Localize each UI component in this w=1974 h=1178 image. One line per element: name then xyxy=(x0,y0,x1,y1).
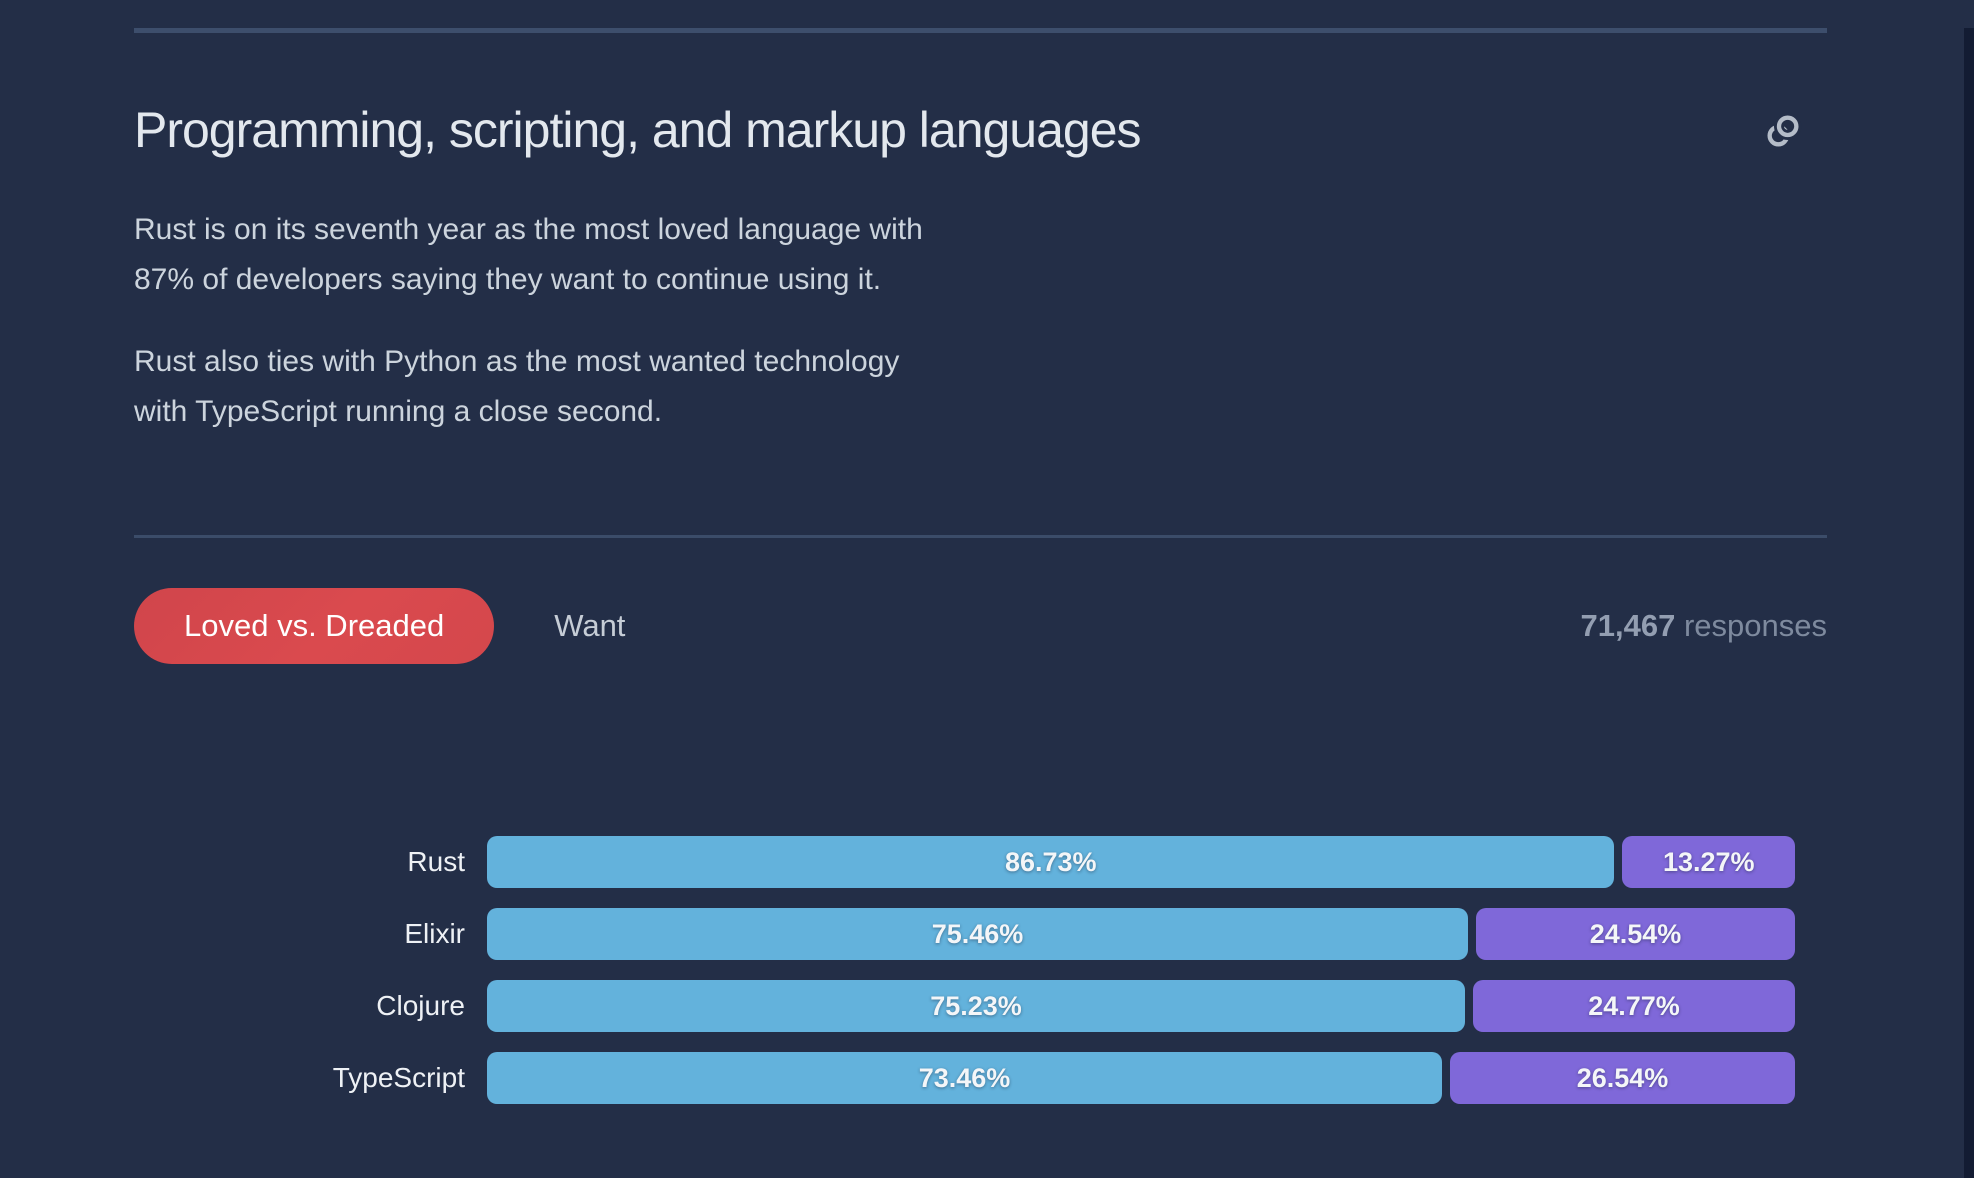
chart-track: 86.73% 13.27% xyxy=(487,836,1795,888)
tab-want[interactable]: Want xyxy=(554,608,626,643)
bar-loved: 73.46% xyxy=(487,1052,1442,1104)
link-icon-glyph xyxy=(1767,112,1802,147)
bar-dreaded: 13.27% xyxy=(1622,836,1795,888)
section-top-divider xyxy=(134,28,1827,33)
bar-value-label: 24.77% xyxy=(1588,990,1680,1021)
tabs-divider xyxy=(134,535,1827,538)
bar-dreaded: 24.54% xyxy=(1475,908,1795,960)
responses-label: responses xyxy=(1675,608,1827,643)
page-edge xyxy=(1964,28,1974,1178)
link-icon[interactable] xyxy=(1761,109,1805,153)
responses-number: 71,467 xyxy=(1580,608,1676,643)
bar-dreaded: 24.77% xyxy=(1472,980,1795,1032)
bar-value-label: 24.54% xyxy=(1589,918,1682,949)
chart-rows: Rust 86.73% 13.27% Elixir 75.46% 24.54% Clojur… xyxy=(134,836,1827,1104)
intro-paragraph-1: Rust is on its seventh year as the most … xyxy=(134,213,923,296)
chart-track: 75.46% 24.54% xyxy=(487,908,1795,960)
bar-loved: 75.23% xyxy=(487,980,1465,1032)
chart-row: Rust 86.73% 13.27% xyxy=(134,836,1827,888)
bar-loved: 86.73% xyxy=(487,836,1615,888)
survey-section: Programming, scripting, and markup langu… xyxy=(134,28,1827,1104)
chart-category-label: Clojure xyxy=(376,990,465,1021)
loved-dreaded-chart: Rust 86.73% 13.27% Elixir 75.46% 24.54% Clojur… xyxy=(134,836,1827,1104)
bar-value-label: 13.27% xyxy=(1662,846,1755,877)
chart-track: 75.23% 24.77% xyxy=(487,980,1795,1032)
chart-category-label: Elixir xyxy=(404,918,465,949)
bar-value-label: 75.23% xyxy=(930,990,1022,1021)
tab-loved-vs-dreaded[interactable]: Loved vs. Dreaded xyxy=(134,588,495,664)
chart-category-label: TypeScript xyxy=(332,1062,465,1093)
chart-row: Clojure 75.23% 24.77% xyxy=(134,980,1827,1032)
page-title: Programming, scripting, and markup langu… xyxy=(134,102,1142,158)
section-header: Programming, scripting, and markup langu… xyxy=(134,101,1827,159)
bar-loved: 75.46% xyxy=(487,908,1468,960)
chart-track: 73.46% 26.54% xyxy=(487,1052,1795,1104)
bar-value-label: 86.73% xyxy=(1004,846,1097,877)
chart-row: TypeScript 73.46% 26.54% xyxy=(134,1052,1827,1104)
bar-value-label: 73.46% xyxy=(918,1062,1011,1093)
intro-paragraph-2: Rust also ties with Python as the most w… xyxy=(134,345,900,428)
responses-count: 71,467 responses xyxy=(1581,608,1827,644)
chart-row: Elixir 75.46% 24.54% xyxy=(134,908,1827,960)
tabs-row: Loved vs. Dreaded Want 71,467 responses xyxy=(134,588,1827,664)
bar-value-label: 26.54% xyxy=(1576,1062,1669,1093)
bar-value-label: 75.46% xyxy=(931,918,1024,949)
bar-dreaded: 26.54% xyxy=(1449,1052,1795,1104)
chart-category-label: Rust xyxy=(407,846,465,877)
